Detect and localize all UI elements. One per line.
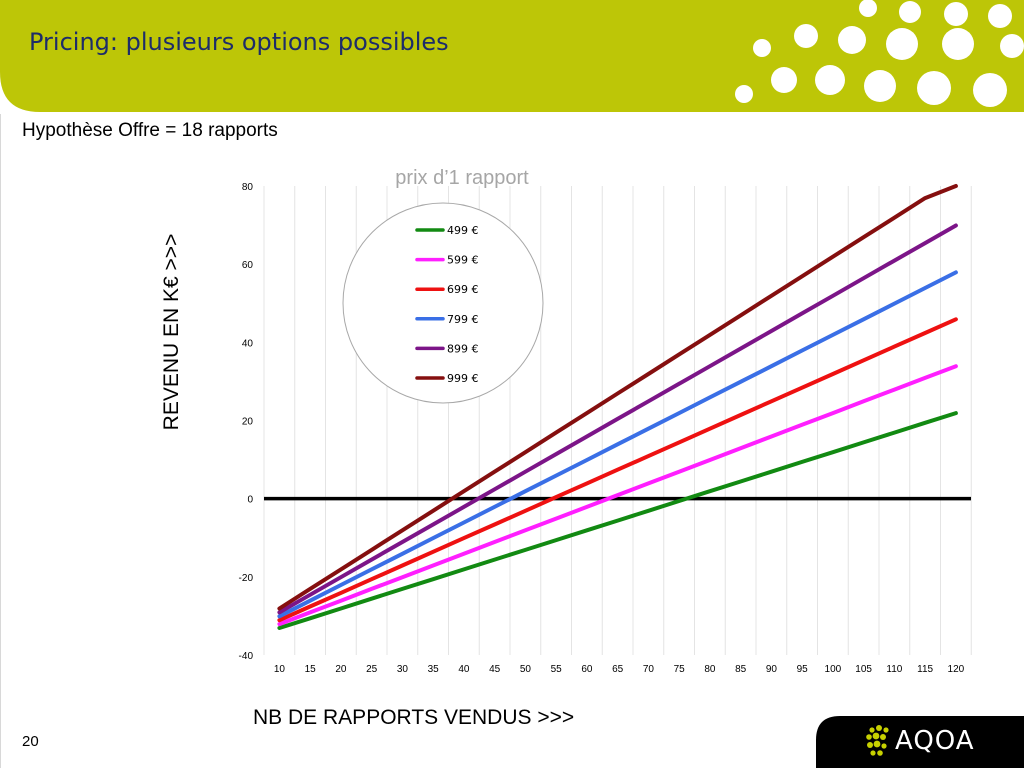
x-tick-label: 100 <box>825 664 842 675</box>
x-tick-label: 20 <box>335 664 347 675</box>
y-tick-labels: -40 -20 0 20 40 60 80 <box>239 182 254 662</box>
x-tick-label: 40 <box>458 664 470 675</box>
logo-mark-icon <box>866 725 889 756</box>
legend-label-2: 599 € <box>447 254 479 267</box>
legend-label-6: 999 € <box>447 372 479 385</box>
header-band <box>0 0 1024 112</box>
legend-label-3: 699 € <box>447 283 479 296</box>
legend-label-1: 499 € <box>447 224 479 237</box>
logo-text: AQOA <box>895 726 975 756</box>
logo-box <box>816 716 1024 768</box>
x-tick-label: 120 <box>948 664 965 675</box>
y-tick-label: 60 <box>242 260 254 271</box>
series-lines <box>277 184 958 630</box>
x-tick-label: 115 <box>917 664 933 675</box>
x-tick-label: 45 <box>489 664 501 675</box>
x-tick-label: 10 <box>274 664 286 675</box>
series-line-2 <box>277 364 958 627</box>
x-tick-label: 85 <box>735 664 747 675</box>
series-line-6 <box>277 184 958 611</box>
x-tick-label: 50 <box>520 664 532 675</box>
y-tick-label: -20 <box>239 573 254 584</box>
series-line-1 <box>277 411 958 630</box>
x-tick-label: 65 <box>612 664 624 675</box>
y-tick-label: 0 <box>247 495 253 506</box>
page-number: 20 <box>22 733 39 750</box>
x-tick-label: 55 <box>551 664 563 675</box>
x-tick-label: 60 <box>581 664 593 675</box>
x-tick-label: 80 <box>704 664 716 675</box>
slide-title: Pricing: plusieurs options possibles <box>29 28 449 56</box>
legend: prix d’1 rapport 499 € 599 € 699 € 799 € 899… <box>342 167 544 404</box>
y-tick-label: 80 <box>242 182 254 193</box>
x-tick-label: 70 <box>643 664 655 675</box>
legend-label-5: 899 € <box>447 342 479 355</box>
series-line-4 <box>277 270 958 619</box>
left-divider <box>0 114 1 768</box>
x-tick-label: 30 <box>397 664 409 675</box>
x-axis-label: NB DE RAPPORTS VENDUS >>> <box>253 706 575 729</box>
x-tick-label: 110 <box>886 664 902 675</box>
x-tick-labels: 10 15 20 25 30 35 40 45 50 55 60 65 70 75 80 85 90 95 100 1… <box>274 664 965 675</box>
legend-title: prix d’1 rapport <box>395 167 529 189</box>
x-tick-label: 35 <box>428 664 440 675</box>
y-axis-label: REVENU EN K€ >>> <box>160 233 183 431</box>
y-tick-label: -40 <box>239 651 254 662</box>
x-tick-label: 90 <box>766 664 778 675</box>
legend-label-4: 799 € <box>447 313 479 326</box>
series-line-5 <box>277 223 958 615</box>
legend-circle <box>342 202 544 404</box>
x-tick-label: 105 <box>855 664 872 675</box>
x-tick-label: 25 <box>366 664 378 675</box>
x-tick-label: 15 <box>305 664 317 675</box>
y-tick-label: 40 <box>242 338 254 349</box>
x-tick-label: 95 <box>797 664 809 675</box>
series-line-3 <box>277 317 958 623</box>
x-tick-label: 75 <box>674 664 686 675</box>
y-tick-label: 20 <box>242 417 254 428</box>
slide-subtitle: Hypothèse Offre = 18 rapports <box>22 120 278 141</box>
